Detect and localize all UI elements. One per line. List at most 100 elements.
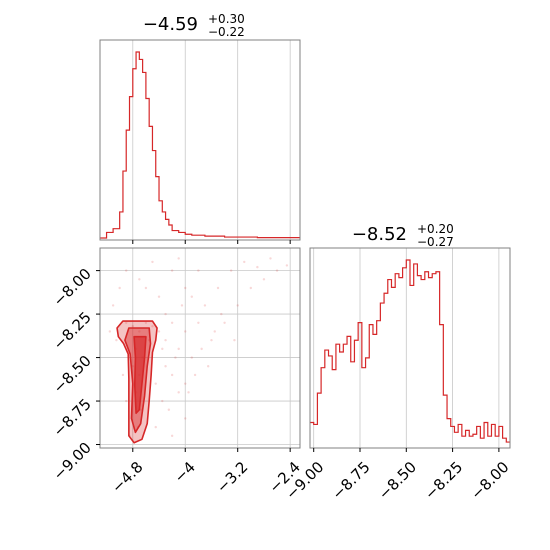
scatter-point <box>190 356 193 359</box>
scatter-point <box>154 382 157 385</box>
scatter-point <box>121 373 125 377</box>
scatter-point <box>210 338 213 342</box>
scatter-point <box>115 338 118 342</box>
ticks-hist-y: −9.00 −8.75 −8.50 −8.25 −8.00 <box>282 448 513 503</box>
scatter-point <box>157 330 161 333</box>
tick-label-x: −4.8 <box>108 458 146 496</box>
contour-levels <box>116 320 158 444</box>
scatter-point <box>151 260 154 264</box>
tick-label-x: −8.00 <box>467 458 512 503</box>
scatter-point <box>213 330 216 333</box>
axes-frame-2d <box>99 247 301 449</box>
ticks-hist-x <box>132 240 291 244</box>
axes-frame-hist-y <box>309 247 511 449</box>
tick-label-x: −8.50 <box>375 458 420 503</box>
tick-label-x: −8.25 <box>421 458 466 503</box>
scatter-point <box>184 330 187 333</box>
panel-hist-x: −4.59 +0.30 −0.22 <box>99 12 301 244</box>
scatter-point <box>154 425 157 429</box>
title-hist-y-minus: −0.27 <box>417 235 454 249</box>
scatter-point <box>203 304 207 307</box>
scatter-point <box>193 373 197 377</box>
scatter-point <box>269 257 272 260</box>
scatter-point <box>144 286 148 290</box>
scatter-point <box>157 295 161 298</box>
y-ticks-2d: −9.00−8.75−8.50−8.25−8.00 <box>50 265 100 484</box>
panel-2d: −4.8 −4 −3.2 −2.4 −9.00−8.75−8.50−8.25−8.00 <box>50 247 304 497</box>
scatter-point <box>256 265 259 269</box>
scatter-point <box>233 338 236 342</box>
histogram-x-step <box>100 51 300 239</box>
scatter-point <box>249 286 253 290</box>
title-hist-x-minus: −0.22 <box>208 25 245 39</box>
scatter-point <box>197 269 200 272</box>
scatter-point <box>216 286 220 290</box>
scatter-point <box>170 434 174 438</box>
grid-2d <box>100 248 300 448</box>
title-hist-x: −4.59 +0.30 −0.22 <box>143 12 245 39</box>
scatter-point <box>118 286 121 290</box>
tick-label-x: −4 <box>171 458 199 486</box>
scatter-point <box>187 391 190 394</box>
title-hist-x-plus: +0.30 <box>208 12 245 26</box>
scatter-point <box>184 382 187 385</box>
scatter-point <box>138 330 141 333</box>
scatter-point <box>197 321 200 324</box>
panel-hist-y: −9.00 −8.75 −8.50 −8.25 −8.00 −8.52 +0.20 −0… <box>282 222 512 503</box>
scatter-point <box>164 338 167 342</box>
scatter-point <box>180 304 184 307</box>
scatter-point <box>190 295 193 298</box>
scatter-point <box>125 269 128 272</box>
scatter-point <box>144 321 148 324</box>
axes-frame-hist-x <box>99 39 301 241</box>
x-ticks-2d: −4.8 −4 −3.2 −2.4 <box>108 448 304 497</box>
scatter-point <box>131 365 134 368</box>
scatter-point <box>131 325 134 328</box>
scatter-point <box>164 365 167 368</box>
title-hist-x-value: −4.59 <box>143 14 198 35</box>
tick-label-y: −8.50 <box>50 352 95 397</box>
scatter-point <box>243 260 246 264</box>
scatter-point <box>174 356 177 359</box>
scatter-point <box>151 325 154 328</box>
tick-label-x: −3.2 <box>213 458 251 496</box>
scatter-point <box>111 304 115 307</box>
histogram-y-step <box>310 259 510 443</box>
tick-label-y: −8.25 <box>50 308 95 353</box>
scatter-point <box>170 373 174 377</box>
scatter-point <box>220 312 223 316</box>
scatter-point <box>184 417 187 420</box>
scatter-point <box>275 269 279 272</box>
scatter-point <box>177 257 180 260</box>
tick-label-y: −8.00 <box>50 265 95 310</box>
scatter-point <box>170 269 174 272</box>
title-hist-y: −8.52 +0.20 −0.27 <box>352 222 454 249</box>
scatter-point <box>184 286 187 290</box>
contour-level <box>133 335 147 415</box>
scatter-point <box>223 321 226 324</box>
tick-label-y: −9.00 <box>50 439 95 484</box>
scatter-point <box>108 330 112 333</box>
scatter-point <box>167 408 171 411</box>
scatter-point <box>262 278 266 281</box>
scatter-point <box>236 304 239 307</box>
scatter-point <box>138 278 141 281</box>
scatter-point <box>170 321 174 324</box>
grid-hist-x <box>132 40 291 240</box>
scatter-point <box>161 347 164 351</box>
scatter-point <box>125 321 128 324</box>
scatter-point <box>285 264 289 267</box>
scatter-point <box>161 399 164 403</box>
scatter-point <box>125 399 128 403</box>
scatter-point <box>164 312 167 316</box>
scatter-point <box>207 365 210 368</box>
scatter-point <box>200 347 203 351</box>
tick-label-x: −8.75 <box>329 458 374 503</box>
scatter-point <box>177 391 180 394</box>
title-hist-y-value: −8.52 <box>352 224 407 245</box>
scatter-point <box>177 347 180 351</box>
tick-label-y: −8.75 <box>50 395 95 440</box>
scatter-point <box>229 269 233 272</box>
grid-hist-y <box>313 248 500 448</box>
